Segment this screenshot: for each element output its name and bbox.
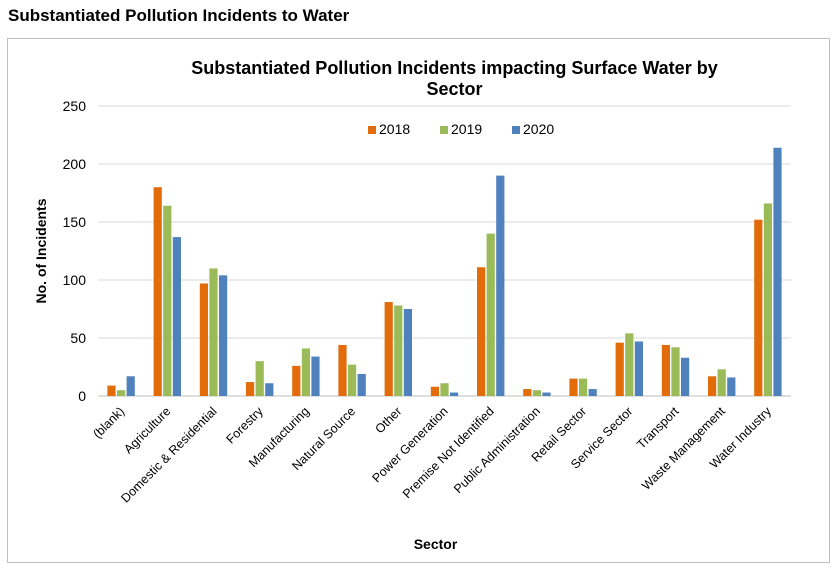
x-category-label: Premise Not Identified xyxy=(400,404,497,501)
bar-2019 xyxy=(440,383,449,396)
bar-2020 xyxy=(773,147,782,396)
y-tick-label: 100 xyxy=(63,272,87,288)
x-category-label: (blank) xyxy=(90,404,127,441)
y-axis-title: No. of Incidents xyxy=(33,198,49,303)
bar-2020 xyxy=(450,392,459,396)
y-tick-label: 250 xyxy=(63,98,87,114)
x-category-label: Waste Management xyxy=(639,404,728,493)
page-heading: Substantiated Pollution Incidents to Wat… xyxy=(8,6,350,25)
bar-2020 xyxy=(311,356,320,396)
bar-2019 xyxy=(625,333,634,396)
y-tick-label: 200 xyxy=(63,156,87,172)
bar-2019 xyxy=(394,305,403,396)
bar-2018 xyxy=(246,382,255,396)
legend-label-2019: 2019 xyxy=(451,121,482,137)
bar-2020 xyxy=(126,376,135,396)
x-category-label: Other xyxy=(372,404,404,436)
bar-2019 xyxy=(717,369,726,396)
bar-2020 xyxy=(403,309,412,396)
y-tick-label: 0 xyxy=(78,388,86,404)
bar-2018 xyxy=(338,344,347,396)
chart-title-line: Sector xyxy=(426,79,482,99)
bar-chart: Substantiated Pollution Incidents impact… xyxy=(33,58,791,552)
bar-2019 xyxy=(579,378,588,396)
bar-2018 xyxy=(615,342,624,396)
bar-2020 xyxy=(542,392,551,396)
bar-2019 xyxy=(301,348,310,396)
bar-2020 xyxy=(172,237,181,396)
bar-2020 xyxy=(265,383,274,396)
bar-2019 xyxy=(486,233,495,396)
legend-swatch-2020 xyxy=(512,126,520,134)
bar-2019 xyxy=(532,390,541,396)
bar-2020 xyxy=(357,373,366,396)
bar-2019 xyxy=(255,361,264,396)
bar-2020 xyxy=(496,175,505,396)
bar-2019 xyxy=(671,347,680,396)
chart-title-line: Substantiated Pollution Incidents impact… xyxy=(191,58,717,78)
bar-2018 xyxy=(754,219,763,396)
bar-2018 xyxy=(523,389,532,396)
bar-2018 xyxy=(661,344,670,396)
y-tick-label: 150 xyxy=(63,214,87,230)
bar-2018 xyxy=(292,365,301,396)
bar-2018 xyxy=(384,302,393,396)
legend-label-2020: 2020 xyxy=(523,121,554,137)
bar-2018 xyxy=(199,283,208,396)
y-tick-label: 50 xyxy=(70,330,86,346)
x-axis-title: Sector xyxy=(414,536,458,552)
legend-swatch-2018 xyxy=(368,126,376,134)
bar-2020 xyxy=(634,341,643,396)
x-category-label: Transport xyxy=(634,404,682,452)
bar-2019 xyxy=(209,268,218,396)
bar-2019 xyxy=(117,390,126,396)
bar-2020 xyxy=(727,377,736,396)
legend-swatch-2019 xyxy=(440,126,448,134)
x-category-label: Forestry xyxy=(224,404,267,447)
bar-2020 xyxy=(588,389,597,396)
bar-2019 xyxy=(348,364,357,396)
bar-2018 xyxy=(708,376,717,396)
bar-2019 xyxy=(163,205,172,396)
bar-2020 xyxy=(681,357,690,396)
bar-2020 xyxy=(219,275,228,396)
bar-2018 xyxy=(153,187,162,396)
x-category-label: Public Administration xyxy=(451,404,543,496)
x-category-label: Domestic & Residential xyxy=(118,404,219,505)
bar-2018 xyxy=(477,267,486,396)
bar-2018 xyxy=(569,378,578,396)
chart-frame: Substantiated Pollution Incidents impact… xyxy=(7,38,830,563)
legend-label-2018: 2018 xyxy=(379,121,410,137)
bar-2018 xyxy=(107,385,116,396)
bar-2018 xyxy=(430,386,439,396)
bar-2019 xyxy=(763,203,772,396)
